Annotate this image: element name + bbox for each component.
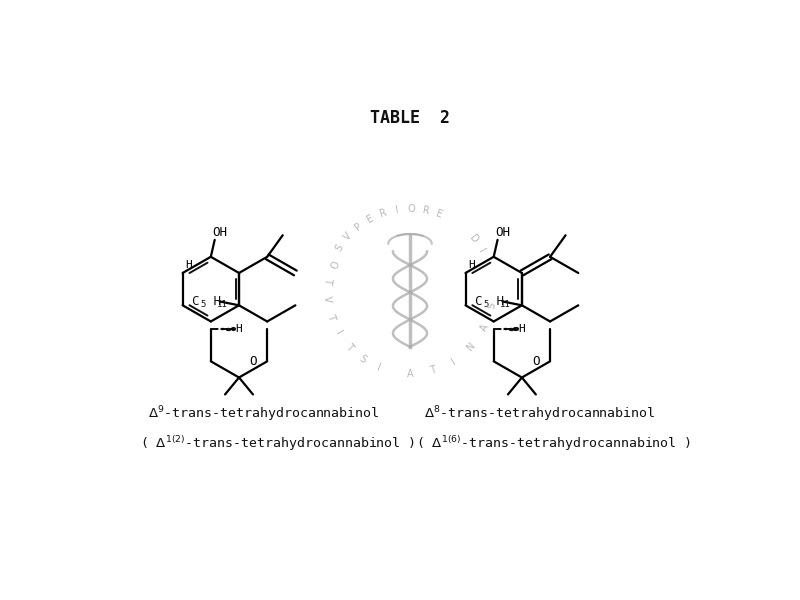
Text: N: N	[466, 340, 478, 353]
Text: E: E	[434, 209, 444, 220]
Text: 5: 5	[200, 300, 206, 309]
Text: V: V	[322, 295, 333, 302]
Text: H: H	[186, 260, 192, 270]
Text: C: C	[474, 295, 482, 308]
Text: ( $\Delta^{1(6)}$-trans-tetrahydrocannabinol ): ( $\Delta^{1(6)}$-trans-tetrahydrocannab…	[416, 434, 691, 452]
Text: $\Delta^{8}$-trans-tetrahydrocannabinol: $\Delta^{8}$-trans-tetrahydrocannabinol	[424, 405, 656, 424]
Text: ( $\Delta^{1(2)}$-trans-tetrahydrocannabinol ): ( $\Delta^{1(2)}$-trans-tetrahydrocannab…	[140, 434, 415, 452]
Text: T: T	[429, 365, 437, 376]
Text: H: H	[235, 324, 242, 334]
Text: $\Delta^{9}$-trans-tetrahydrocannabinol: $\Delta^{9}$-trans-tetrahydrocannabinol	[148, 405, 380, 424]
Text: E: E	[366, 213, 375, 225]
Text: 11: 11	[499, 300, 510, 309]
Text: P: P	[353, 221, 364, 233]
Text: O: O	[326, 258, 338, 269]
Text: TABLE  2: TABLE 2	[370, 109, 450, 127]
Text: I: I	[477, 247, 487, 254]
Text: S: S	[334, 242, 346, 253]
Text: A: A	[406, 369, 414, 379]
Text: T: T	[322, 277, 333, 284]
Text: 11: 11	[217, 300, 227, 309]
Text: D: D	[467, 233, 480, 245]
Text: T: T	[326, 312, 337, 321]
Text: S: S	[358, 353, 368, 365]
Text: V: V	[342, 230, 354, 242]
Text: S: S	[486, 302, 497, 310]
Text: T: T	[343, 342, 355, 353]
Text: I: I	[395, 205, 399, 215]
Text: OH: OH	[495, 226, 510, 239]
Text: O: O	[250, 355, 257, 368]
Text: A: A	[478, 322, 490, 333]
Text: O: O	[407, 204, 415, 214]
Text: R: R	[422, 205, 430, 216]
Text: C: C	[191, 295, 198, 308]
Text: R: R	[378, 208, 388, 219]
Text: I: I	[376, 362, 382, 373]
Text: H: H	[206, 295, 222, 308]
Text: OH: OH	[213, 226, 228, 239]
Text: 5: 5	[483, 300, 489, 309]
Text: H: H	[490, 295, 504, 308]
Text: O: O	[532, 355, 540, 368]
Text: H: H	[468, 260, 475, 270]
Text: I: I	[334, 329, 343, 337]
Text: I: I	[450, 356, 458, 367]
Text: H: H	[518, 324, 525, 334]
